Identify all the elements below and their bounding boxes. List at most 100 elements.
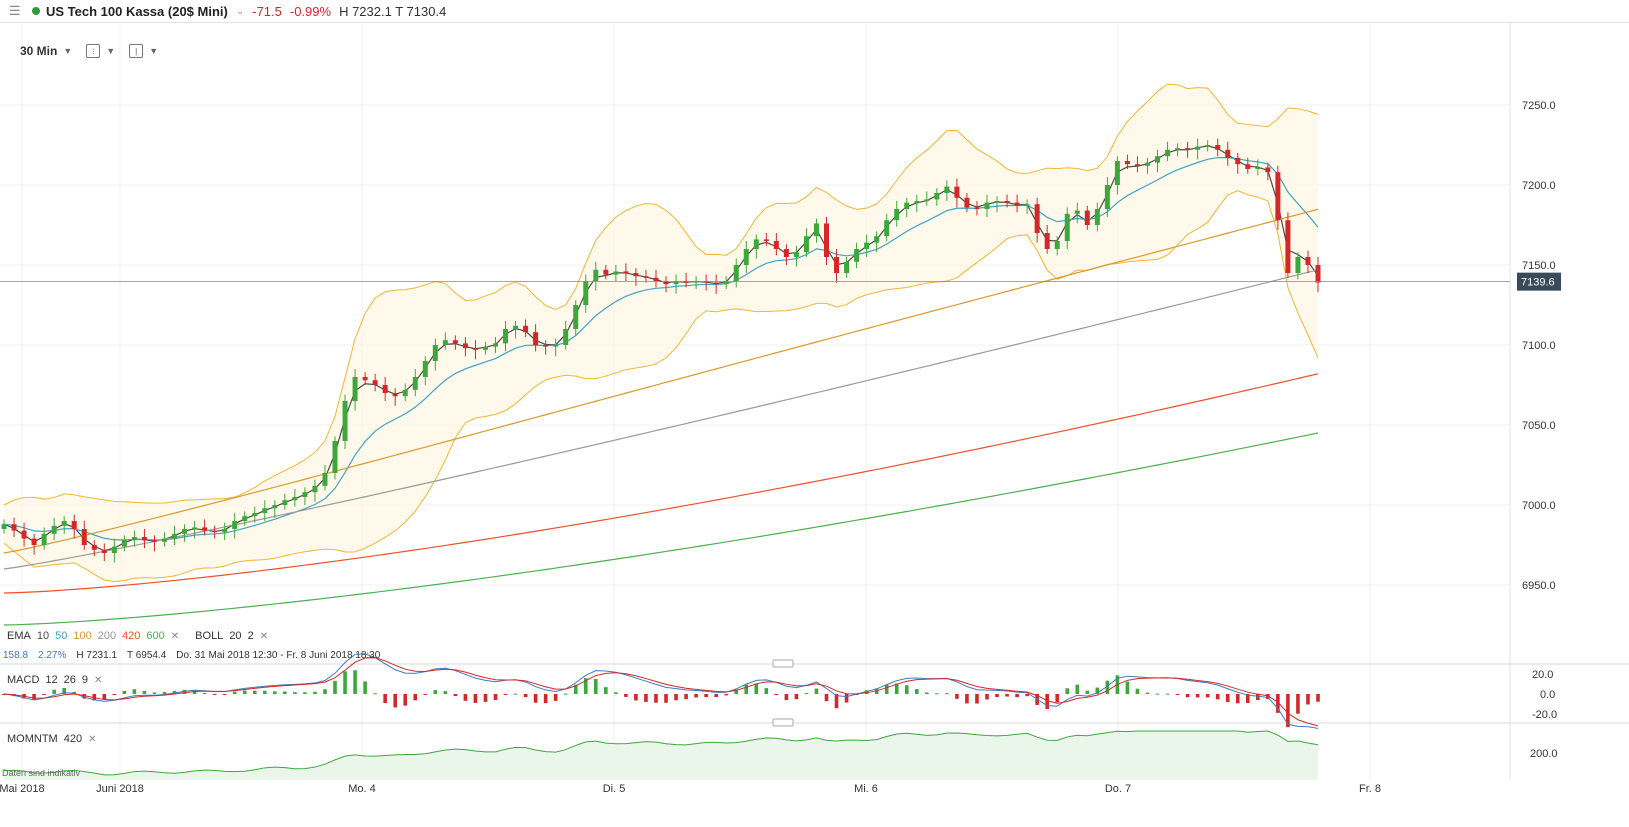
price-tick-label: 7000.0 bbox=[1522, 500, 1556, 512]
macd-histogram-bar bbox=[553, 694, 558, 701]
candle-body bbox=[91, 545, 97, 550]
momentum-label[interactable]: MOMNTM bbox=[7, 733, 58, 745]
close-icon[interactable]: ✕ bbox=[170, 630, 180, 642]
instrument-header: ☰ US Tech 100 Kassa (20$ Mini) ⌄ -71.5 -… bbox=[0, 0, 1629, 23]
macd-histogram-bar bbox=[864, 690, 869, 694]
price-change: -71.5 bbox=[252, 3, 282, 19]
close-icon[interactable]: ✕ bbox=[259, 630, 269, 642]
macd-histogram-bar bbox=[794, 694, 799, 700]
macd-histogram-bar bbox=[644, 694, 648, 702]
candle-body bbox=[332, 441, 338, 473]
macd-histogram-bar bbox=[654, 694, 658, 703]
candle-body bbox=[1165, 149, 1171, 157]
candle-body bbox=[1255, 167, 1261, 169]
ema-10: 10 bbox=[36, 630, 50, 642]
instrument-name[interactable]: US Tech 100 Kassa (20$ Mini) bbox=[46, 3, 228, 19]
macd-histogram-bar bbox=[273, 691, 277, 694]
candle-body bbox=[31, 538, 37, 545]
candle-body bbox=[884, 220, 890, 237]
boll-label[interactable]: BOLL bbox=[195, 630, 224, 642]
macd-histogram-bar bbox=[363, 681, 367, 694]
current-price-badge bbox=[1517, 272, 1561, 291]
macd-histogram-bar bbox=[1055, 694, 1060, 703]
chevron-down-icon[interactable]: ▼ bbox=[63, 46, 73, 56]
chevron-down-icon[interactable]: ▼ bbox=[149, 46, 159, 56]
candle-body bbox=[1295, 257, 1301, 273]
macd-histogram-bar bbox=[624, 694, 628, 697]
chevron-down-icon[interactable]: ▼ bbox=[106, 46, 116, 56]
time-tick-label: Mai 2018 bbox=[0, 783, 45, 795]
candle-body bbox=[372, 380, 378, 385]
macd-histogram-bar bbox=[1005, 694, 1009, 697]
macd-histogram-bar bbox=[413, 694, 418, 701]
candle-body bbox=[161, 538, 167, 542]
price-change-percent: -0.99% bbox=[289, 3, 332, 19]
macd-histogram-bar bbox=[774, 694, 779, 695]
macd-histogram-bar bbox=[222, 694, 227, 695]
macd-histogram-bar bbox=[293, 692, 297, 694]
chevron-down-icon[interactable]: ⌄ bbox=[235, 5, 245, 17]
macd-histogram-bar bbox=[242, 690, 247, 694]
macd-histogram-bar bbox=[313, 691, 317, 694]
macd-histogram-bar bbox=[172, 690, 177, 694]
macd-histogram-bar bbox=[1205, 694, 1210, 698]
close-icon[interactable]: ✕ bbox=[88, 733, 97, 745]
macd-histogram-bar bbox=[1235, 694, 1240, 704]
macd-histogram-bar bbox=[192, 690, 197, 694]
macd-histogram-bar bbox=[32, 694, 36, 700]
macd-histogram-bar bbox=[443, 691, 448, 694]
menu-icon[interactable]: ☰ bbox=[9, 3, 21, 18]
price-tick-label: 6950.0 bbox=[1522, 580, 1556, 592]
macd-histogram-bar bbox=[262, 690, 267, 694]
ema-200: 200 bbox=[97, 630, 117, 642]
price-tick-label: 7250.0 bbox=[1522, 100, 1556, 112]
candle-body bbox=[1305, 257, 1311, 265]
candle-body bbox=[874, 236, 880, 243]
macd-histogram-bar bbox=[132, 689, 137, 694]
crosshair-icon[interactable]: ⁝ bbox=[86, 44, 101, 58]
macd-histogram-bar bbox=[1175, 694, 1180, 695]
candle-body bbox=[914, 201, 920, 203]
close-icon[interactable]: ✕ bbox=[94, 674, 103, 686]
macd-histogram-bar bbox=[1075, 684, 1080, 694]
ema-label[interactable]: EMA bbox=[7, 630, 31, 642]
momentum-pane: 200.0 bbox=[3, 730, 1558, 780]
bollinger-fill bbox=[4, 84, 1318, 582]
time-tick-label: Do. 7 bbox=[1105, 783, 1131, 795]
timeframe-select[interactable]: 30 Min bbox=[20, 44, 58, 58]
candle-body bbox=[924, 199, 930, 201]
price-tick-label: 7200.0 bbox=[1522, 180, 1556, 192]
candle-body bbox=[422, 361, 428, 377]
macd-histogram-bar bbox=[483, 694, 488, 702]
candle-body bbox=[482, 346, 488, 350]
ema-100-line bbox=[3, 208, 1319, 554]
macd-histogram-bar bbox=[393, 694, 397, 708]
macd-histogram-bar bbox=[323, 689, 327, 694]
macd-histogram-bar bbox=[704, 694, 708, 698]
chart-grid bbox=[0, 22, 1629, 780]
ema-420: 420 bbox=[122, 630, 141, 642]
candle-type-icon[interactable]: | bbox=[129, 44, 144, 58]
candle-body bbox=[1004, 201, 1010, 203]
candle-body bbox=[302, 492, 308, 497]
candle-body bbox=[523, 325, 529, 333]
macd-histogram-bar bbox=[1085, 690, 1090, 694]
candle-body bbox=[242, 516, 248, 521]
macd-histogram-bar bbox=[523, 694, 528, 698]
macd-histogram-bar bbox=[52, 689, 56, 694]
macd-histogram-bar bbox=[463, 694, 468, 701]
macd-histogram-bar bbox=[182, 689, 187, 694]
candle-body bbox=[262, 508, 268, 513]
macd-label[interactable]: MACD bbox=[7, 674, 40, 686]
candle-body bbox=[613, 271, 619, 275]
candle-body bbox=[51, 525, 57, 534]
candle-body bbox=[553, 345, 559, 347]
candle-body bbox=[1034, 204, 1040, 233]
candle-body bbox=[713, 282, 719, 285]
macd-histogram-bar bbox=[283, 691, 287, 694]
pane-resize-handle bbox=[772, 659, 794, 668]
candle-body bbox=[753, 239, 759, 249]
candle-body bbox=[1245, 164, 1251, 169]
candle-body bbox=[904, 202, 910, 209]
